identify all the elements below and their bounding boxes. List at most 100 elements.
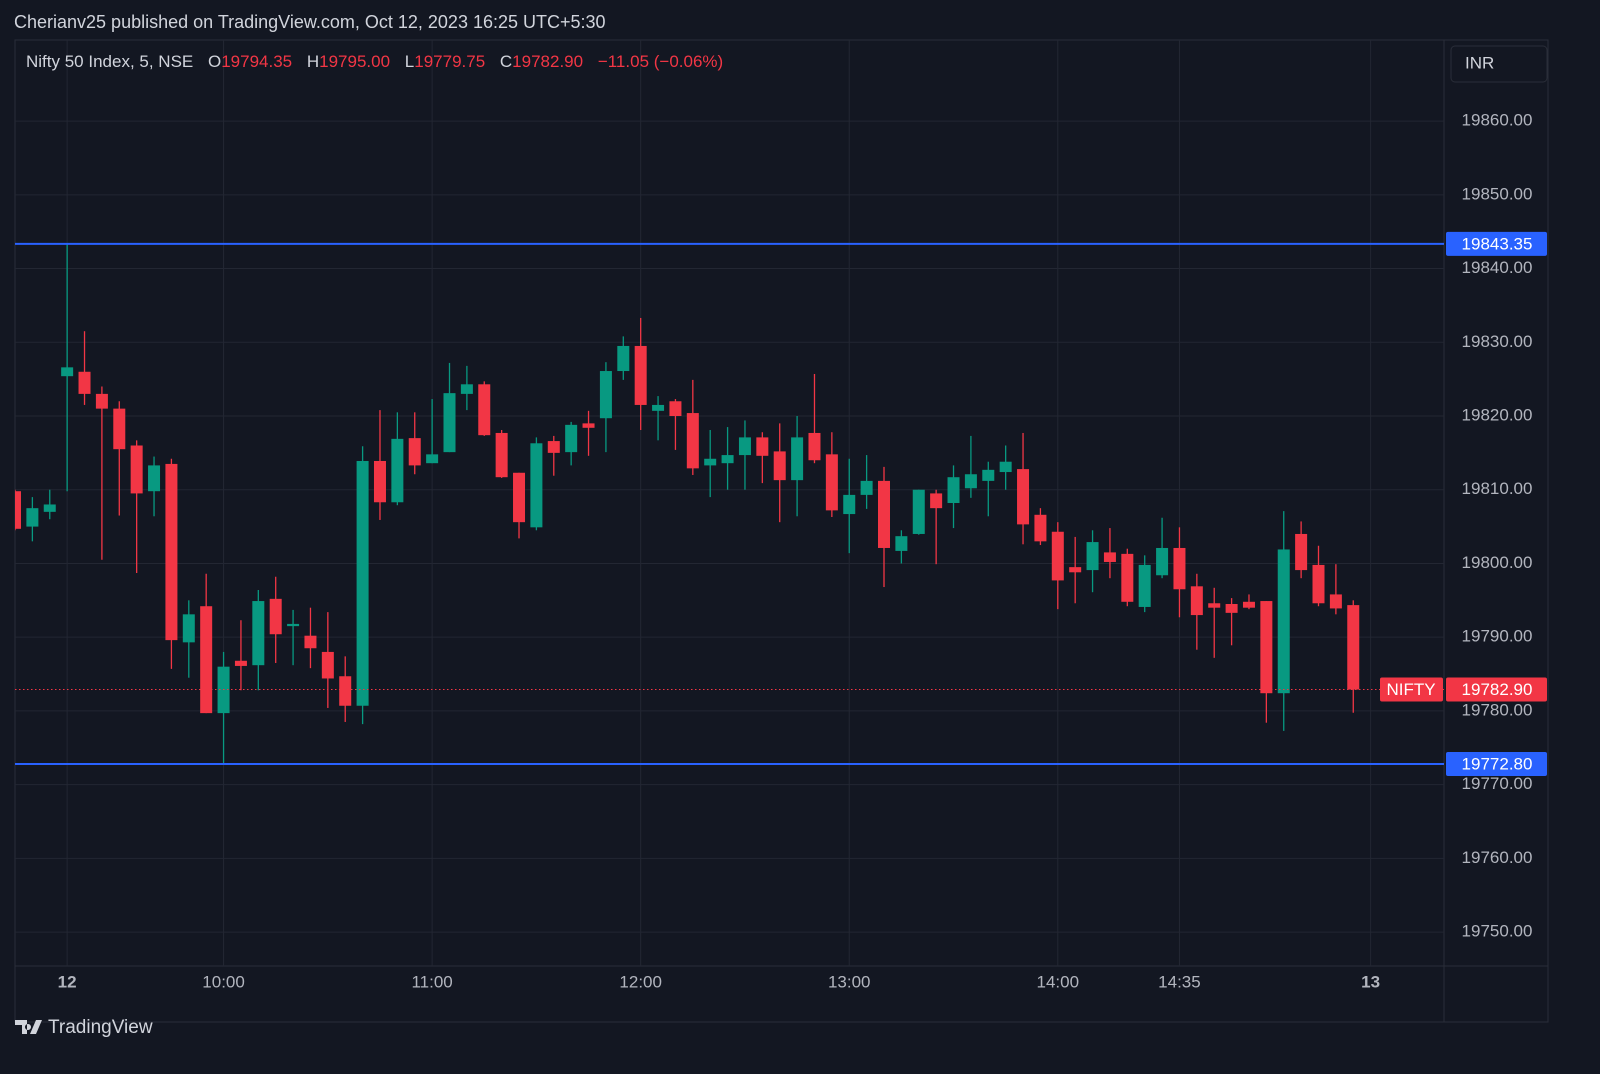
- candle-body: [78, 371, 91, 394]
- y-tick-label: 19840.00: [1462, 258, 1533, 277]
- candle-body: [652, 404, 665, 411]
- candle-body: [860, 480, 873, 495]
- candle-body: [339, 676, 352, 706]
- candle-body: [1277, 549, 1290, 694]
- x-tick-label: 13: [1361, 972, 1380, 991]
- candle-body: [182, 614, 195, 643]
- legend-key: C: [500, 52, 512, 71]
- candle-body: [565, 424, 578, 453]
- candle-body: [61, 367, 74, 377]
- candle-body: [738, 437, 751, 456]
- candle-body: [356, 460, 369, 706]
- candle-body: [704, 458, 717, 466]
- candle-body: [1260, 601, 1273, 694]
- y-tick-label: 19860.00: [1462, 111, 1533, 130]
- y-tick-label: 19830.00: [1462, 332, 1533, 351]
- brand-logo: TradingView: [15, 1017, 153, 1038]
- candle-body: [964, 474, 977, 489]
- logo-icon: [15, 1020, 42, 1034]
- candle-body: [269, 598, 282, 635]
- candle-body: [1329, 594, 1342, 609]
- candle-body: [1069, 567, 1082, 573]
- candle-body: [148, 465, 161, 492]
- candle-body: [513, 472, 526, 523]
- candle-body: [1156, 547, 1169, 576]
- currency-button[interactable]: [1450, 45, 1548, 83]
- candle-body: [43, 504, 56, 512]
- candle-body: [1347, 605, 1360, 690]
- candle-body: [1103, 552, 1116, 562]
- candle-body: [443, 393, 456, 453]
- x-tick-label: 12: [58, 972, 77, 991]
- y-tick-label: 19850.00: [1462, 184, 1533, 203]
- candle-body: [895, 536, 908, 551]
- candle-body: [791, 437, 804, 481]
- candle-body: [1208, 603, 1221, 608]
- brand-name: TradingView: [48, 1017, 153, 1038]
- candle-body: [200, 606, 213, 714]
- candle-body: [1017, 469, 1030, 525]
- price-tag: [1446, 751, 1547, 776]
- candle-body: [1312, 564, 1325, 604]
- candle-body: [1138, 564, 1151, 607]
- publish-header: Cherianv25 published on TradingView.com,…: [14, 12, 606, 32]
- candle-body: [1034, 514, 1047, 542]
- chart-frame: [14, 39, 1549, 1023]
- candle-body: [408, 438, 421, 466]
- candle-body: [1173, 547, 1186, 590]
- price-tag: [1446, 231, 1547, 256]
- y-tick-label: 19810.00: [1462, 479, 1533, 498]
- candle-body: [582, 423, 595, 428]
- x-tick-label: 12:00: [619, 972, 662, 991]
- x-tick-label: 13:00: [828, 972, 871, 991]
- x-tick-label: 10:00: [202, 972, 245, 991]
- candle-body: [391, 438, 404, 503]
- candle-body: [599, 371, 612, 419]
- candle-body: [878, 480, 890, 548]
- candle-body: [113, 408, 126, 450]
- candle-body: [982, 469, 995, 481]
- legend-key: L: [405, 52, 414, 71]
- overlay: 19750.00 19760.00 19770.00 19780.00 19790.00…: [15, 111, 1547, 991]
- candle-body: [756, 437, 769, 456]
- candle-body: [1225, 604, 1238, 613]
- price-tag-label: 19782.90: [1462, 680, 1533, 699]
- x-tick-label: 14:00: [1037, 972, 1080, 991]
- candle-body: [478, 384, 491, 436]
- candle-body: [1121, 553, 1134, 602]
- candle-body: [1051, 531, 1064, 581]
- candle-body: [234, 660, 247, 666]
- candle-body: [1190, 586, 1203, 616]
- candle-body: [460, 384, 473, 394]
- grid: [15, 40, 1444, 966]
- candle-body: [530, 443, 543, 528]
- candle-body: [130, 445, 143, 494]
- price-tag-label: 19843.35: [1462, 234, 1533, 253]
- currency-label[interactable]: INR: [1465, 53, 1494, 72]
- candle-body: [825, 454, 838, 511]
- legend-change: −11.05 (−0.06%): [598, 52, 723, 71]
- candle-body: [495, 432, 508, 478]
- y-tick-label: 19750.00: [1462, 922, 1533, 941]
- candle-body: [930, 493, 943, 509]
- candle-body: [999, 461, 1012, 473]
- candle-body: [686, 413, 699, 469]
- candle-body: [634, 345, 647, 405]
- price-tag: [1446, 677, 1547, 702]
- legend-value: 19795.00: [319, 52, 390, 71]
- candle-body: [721, 455, 734, 464]
- legend-key: H: [307, 52, 319, 71]
- candle-body: [617, 345, 630, 372]
- plot-area: [15, 243, 1360, 764]
- candle-body: [947, 477, 960, 503]
- candle-body: [373, 460, 386, 503]
- y-tick-label: 19770.00: [1462, 774, 1533, 793]
- x-tick-label: 11:00: [411, 972, 452, 991]
- candle-body: [669, 401, 682, 417]
- legend-value: 19779.75: [414, 52, 485, 71]
- legend-symbol: Nifty 50 Index, 5, NSE: [26, 52, 193, 71]
- candle-body: [304, 635, 317, 649]
- y-tick-label: 19820.00: [1462, 405, 1533, 424]
- candle-body: [773, 451, 786, 481]
